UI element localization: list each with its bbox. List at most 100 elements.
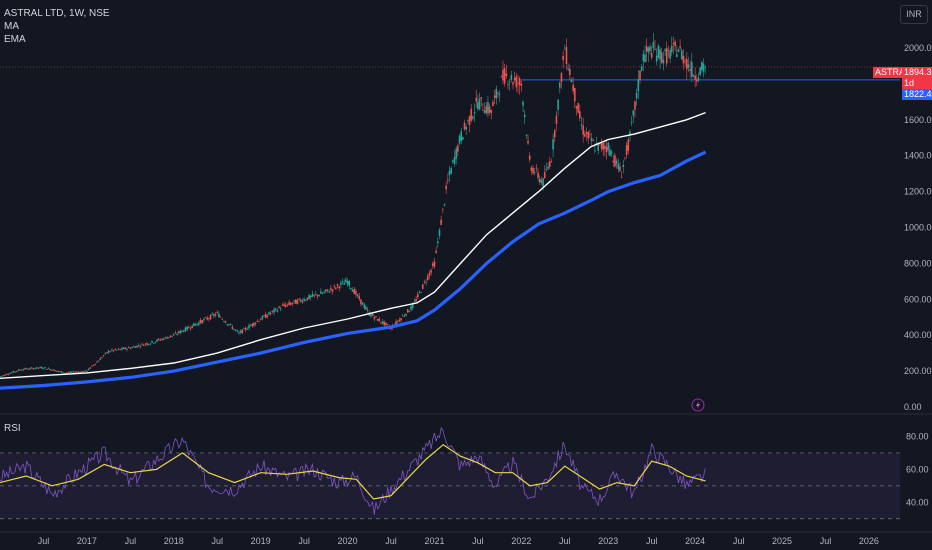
candle-body <box>196 323 198 325</box>
candle-body <box>682 55 685 64</box>
ma-legend[interactable]: MA <box>4 21 19 32</box>
candle-body <box>15 371 18 373</box>
candle-body <box>462 137 464 140</box>
candle-body <box>675 54 678 57</box>
candle-body <box>294 299 297 304</box>
candle-body <box>276 310 279 312</box>
candle-body <box>316 294 319 297</box>
x-tick-label: Jul <box>472 536 484 546</box>
candle-body <box>330 288 332 290</box>
candle-body <box>378 318 381 322</box>
candle-body <box>547 166 549 169</box>
candle-body <box>532 167 534 174</box>
candle-body <box>627 139 630 151</box>
last-price-tag: 1894.35 <box>902 67 932 78</box>
candle-body <box>468 115 471 126</box>
symbol-legend[interactable]: ASTRAL LTD, 1W, NSE <box>4 8 110 19</box>
candle-body <box>356 294 359 297</box>
candle-body <box>69 371 71 373</box>
candle-body <box>570 79 573 83</box>
candle-body <box>445 185 447 190</box>
candle-body <box>431 263 434 266</box>
candle-body <box>12 371 15 373</box>
ema-legend[interactable]: EMA <box>4 34 26 45</box>
candle-body <box>437 241 439 244</box>
candle-body <box>136 345 138 348</box>
candle-body <box>35 367 38 369</box>
candle-body <box>89 367 92 369</box>
candle-body <box>440 219 442 225</box>
candle-body <box>351 289 354 292</box>
candle-body <box>261 316 264 320</box>
candle-body <box>304 300 307 301</box>
candle-body <box>649 46 651 52</box>
candle-body <box>672 42 675 44</box>
candle-body <box>306 297 309 301</box>
candle-body <box>172 334 175 336</box>
candle-body <box>156 339 158 342</box>
candle-body <box>528 155 531 160</box>
candle-body <box>458 135 461 144</box>
currency-button[interactable]: INR <box>900 5 928 24</box>
y-tick-label: 1000.00 <box>904 222 932 232</box>
candle-body <box>490 110 493 113</box>
candle-body <box>411 304 414 308</box>
x-tick-label: Jul <box>646 536 658 546</box>
candle-body <box>64 372 66 374</box>
candle-body <box>94 363 97 365</box>
candle-body <box>569 68 571 76</box>
candle-body <box>144 343 147 345</box>
candle-body <box>510 74 513 81</box>
candle-body <box>704 66 706 68</box>
candle-body <box>82 371 85 373</box>
candle-body <box>157 338 160 340</box>
candle-body <box>622 165 625 167</box>
candle-body <box>457 145 459 152</box>
candle-body <box>131 347 133 349</box>
rsi-legend[interactable]: RSI <box>4 423 21 434</box>
candle-body <box>533 172 536 174</box>
candle-body <box>92 365 95 366</box>
candle-body <box>87 368 90 370</box>
candle-body <box>512 82 514 85</box>
candle-body <box>61 371 63 373</box>
candle-body <box>273 309 275 313</box>
candle-body <box>184 327 187 332</box>
candle-body <box>111 349 113 351</box>
candle-body <box>612 160 615 163</box>
candle-body <box>558 82 561 88</box>
candle-body <box>151 340 153 343</box>
candle-body <box>518 78 521 86</box>
candle-body <box>553 130 556 138</box>
rsi-y-tick-label: 40.00 <box>906 497 929 507</box>
candle-body <box>142 345 145 346</box>
candle-body <box>520 84 523 86</box>
candle-body <box>79 371 82 373</box>
candle-body <box>7 374 10 376</box>
candle-body <box>2 375 5 377</box>
candle-body <box>699 67 701 76</box>
candle-body <box>413 301 416 303</box>
x-tick-label: Jul <box>125 536 137 546</box>
candle-body <box>580 124 583 126</box>
candle-body <box>667 49 670 51</box>
candle-body <box>259 319 262 321</box>
candle-body <box>96 361 98 363</box>
candle-body <box>416 294 419 298</box>
candle-body <box>209 314 212 320</box>
candle-body <box>343 282 346 285</box>
y-tick-label: 200.00 <box>904 366 932 376</box>
candle-body <box>71 371 73 373</box>
candle-body <box>199 320 202 323</box>
candle-body <box>482 110 484 111</box>
candle-body <box>443 204 446 206</box>
candle-body <box>32 368 35 370</box>
candle-body <box>251 323 254 326</box>
candle-body <box>37 367 40 369</box>
candle-body <box>660 52 663 63</box>
candle-body <box>485 106 488 113</box>
candle-body <box>51 369 53 371</box>
candle-body <box>146 343 148 345</box>
candle-body <box>231 326 234 329</box>
